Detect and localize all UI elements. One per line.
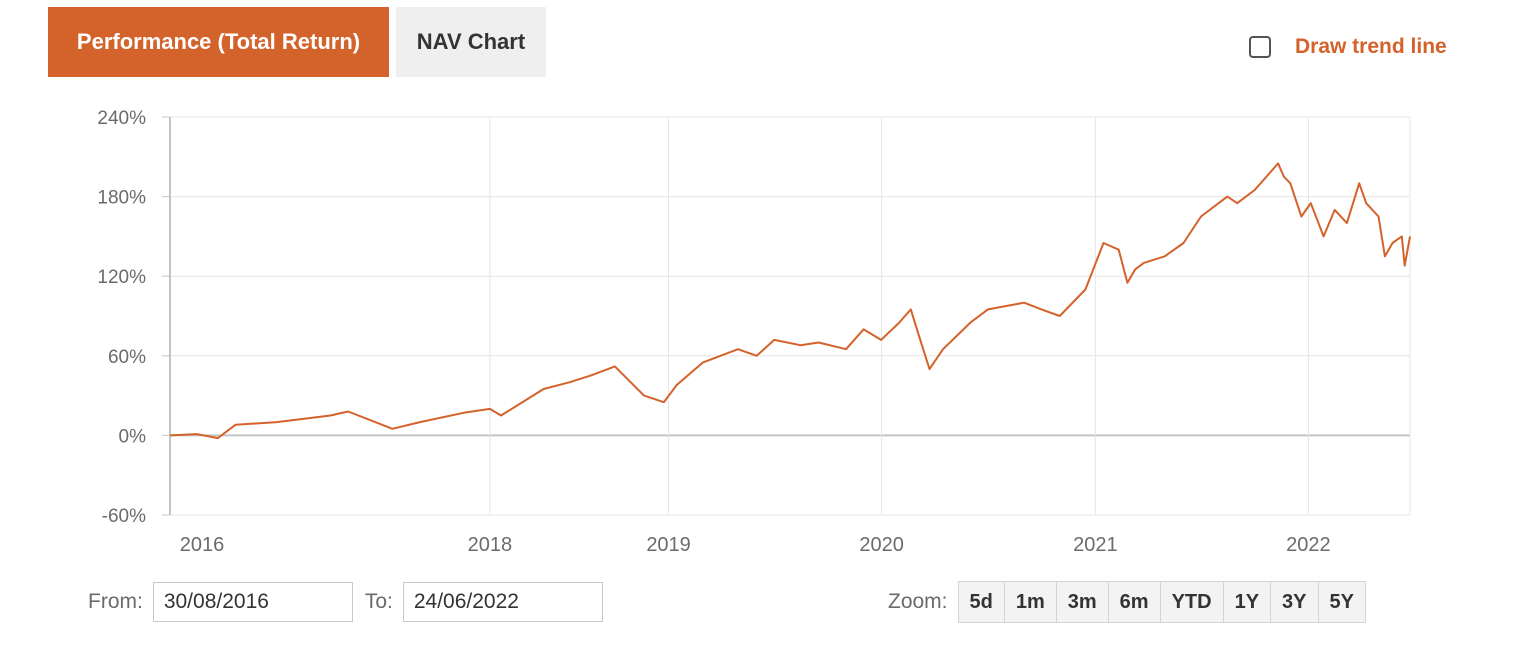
zoom-3m-button[interactable]: 3m xyxy=(1056,582,1109,622)
draw-trend-line-toggle[interactable]: Draw trend line xyxy=(1249,32,1447,62)
date-range: From: To: xyxy=(88,581,603,623)
zoom-ytd-button[interactable]: YTD xyxy=(1160,582,1224,622)
y-tick-label: 120% xyxy=(97,267,146,288)
x-tick-label: 2022 xyxy=(1286,534,1331,556)
trend-line-checkbox[interactable] xyxy=(1249,36,1271,58)
zoom-5y-button[interactable]: 5Y xyxy=(1318,582,1365,622)
y-tick-label: 0% xyxy=(119,426,147,447)
zoom-controls: Zoom: 5d 1m 3m 6m YTD 1Y 3Y 5Y xyxy=(888,581,1366,623)
zoom-button-group: 5d 1m 3m 6m YTD 1Y 3Y 5Y xyxy=(957,581,1366,623)
zoom-6m-button[interactable]: 6m xyxy=(1108,582,1161,622)
y-tick-label: 180% xyxy=(97,188,146,209)
y-tick-label: 60% xyxy=(108,347,146,368)
from-date-input[interactable] xyxy=(152,582,353,622)
to-label: To: xyxy=(364,590,393,613)
performance-chart: -60% 0% 60% 120% 180% 240% 2016 2018 2019 2020 20… xyxy=(97,108,1411,556)
tab-performance[interactable]: Performance (Total Return) xyxy=(48,7,389,77)
x-tick-label: 2016 xyxy=(180,534,225,556)
x-tick-label: 2019 xyxy=(646,534,691,556)
x-tick-label: 2018 xyxy=(468,534,513,556)
zoom-1m-button[interactable]: 1m xyxy=(1004,582,1057,622)
zoom-5d-button[interactable]: 5d xyxy=(958,582,1005,622)
y-tick-label: -60% xyxy=(102,506,146,527)
tab-nav-chart[interactable]: NAV Chart xyxy=(396,7,546,77)
x-tick-label: 2021 xyxy=(1073,534,1118,556)
series-line xyxy=(169,162,1411,440)
trend-line-label: Draw trend line xyxy=(1295,35,1447,58)
zoom-label: Zoom: xyxy=(888,590,948,613)
y-tick-label: 240% xyxy=(97,108,146,129)
zoom-1y-button[interactable]: 1Y xyxy=(1223,582,1272,622)
to-date-input[interactable] xyxy=(402,582,603,622)
x-tick-label: 2020 xyxy=(859,534,904,556)
zoom-3y-button[interactable]: 3Y xyxy=(1271,582,1319,622)
from-label: From: xyxy=(88,590,143,613)
